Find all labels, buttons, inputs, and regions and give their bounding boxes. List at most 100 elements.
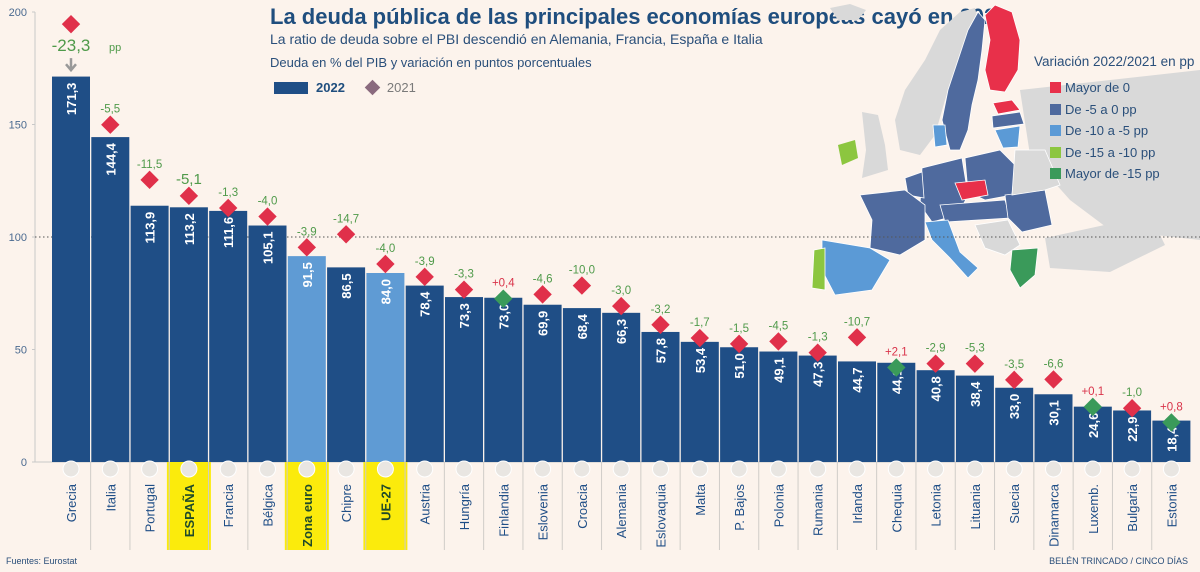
marker-2021 (965, 354, 985, 373)
bar-value-label: 22,9 (1125, 416, 1140, 441)
marker-2021 (572, 276, 592, 295)
map-denmark (932, 124, 948, 148)
map-italy (924, 219, 979, 279)
category-label: Eslovaquia (654, 483, 669, 547)
map-legend-label: De -15 a -10 pp (1065, 144, 1156, 160)
marker-2021 (847, 328, 867, 347)
change-label: -10,0 (569, 265, 595, 277)
marker-2021 (140, 170, 159, 190)
bar-2022 (327, 267, 366, 462)
change-label: -2,9 (926, 343, 946, 355)
change-label: -10,7 (844, 316, 870, 328)
change-label: -14,7 (333, 213, 359, 225)
bar-2022 (838, 361, 876, 462)
change-label: -1,3 (808, 332, 828, 344)
legend-label-2022: 2022 (316, 80, 345, 95)
category-label: Zona euro (300, 484, 315, 547)
marker-2021 (690, 328, 709, 348)
bar-value-label: 113,9 (143, 212, 158, 244)
category-label: Dinamarca (1047, 483, 1062, 547)
flag-icon (612, 460, 630, 478)
map-legend-swatch (1050, 82, 1061, 94)
marker-2021 (926, 354, 945, 373)
bar-value-label: 51,0 (732, 353, 747, 378)
bar-value-label: 78,4 (418, 291, 433, 317)
bar-2022 (209, 210, 248, 462)
map-ireland (838, 140, 858, 165)
bar-2022 (720, 347, 759, 462)
bar-2022 (523, 304, 562, 462)
bar-2022 (169, 207, 208, 462)
change-label: -5,1 (176, 171, 202, 188)
bar-value-label: 73,0 (496, 304, 511, 329)
marker-2021 (494, 289, 513, 308)
callout-change-label: -23,3 (52, 36, 91, 55)
series-legend: 2022 2021 (274, 79, 416, 96)
map-greece (1009, 247, 1039, 289)
markers-2021: -23,3 pp -5,5 -11,5 -5,1 -1,3 -4,0 -3,9 -14,7 -4,… (52, 14, 1183, 432)
change-label: -3,2 (651, 304, 671, 316)
map-legend-item: De -5 a 0 pp (1050, 99, 1194, 121)
flag-icon (691, 460, 709, 478)
marker-2021 (454, 280, 474, 299)
bar-value-label: 105,1 (261, 232, 276, 265)
legend-swatch-2022 (274, 81, 308, 94)
category-label: Chequia (889, 483, 904, 532)
flag-icon (376, 460, 394, 478)
marker-2021 (258, 207, 277, 226)
marker-2021 (729, 334, 749, 354)
bars-2022: 171,3 144,4 113,9 113,2 111,6 105,1 91,5 86,5 84… (52, 76, 1191, 462)
map-legend-swatch (1050, 125, 1061, 137)
marker-2021 (612, 296, 631, 316)
change-label: -3,9 (415, 256, 435, 268)
marker-2021 (376, 254, 395, 274)
bar-value-label: 113,2 (182, 213, 197, 245)
category-label: Estonia (1164, 483, 1179, 527)
category-label: Eslovenia (536, 483, 551, 540)
change-label: +0,8 (1160, 401, 1183, 413)
marker-2021 (769, 332, 788, 351)
flag-icon (1084, 460, 1102, 478)
marker-2021 (808, 343, 827, 362)
map-portugal (811, 247, 826, 291)
chart-units-note: Deuda en % del PIB y variación en puntos… (270, 55, 592, 70)
change-label: -6,6 (1044, 358, 1064, 370)
map-legend-label: De -10 a -5 pp (1065, 123, 1149, 139)
map-uk (862, 112, 888, 178)
legend-label-2021: 2021 (386, 80, 416, 95)
category-label: Finlandia (496, 483, 511, 537)
map-legend-label: Mayor de -15 pp (1065, 166, 1160, 182)
change-label: -1,7 (690, 317, 710, 329)
bar-2022 (287, 256, 326, 462)
map-iceland (830, 4, 866, 20)
bar-value-label: 47,3 (811, 362, 826, 387)
map-estonia (992, 99, 1021, 115)
bar-2022 (995, 387, 1034, 462)
category-label: Alemania (614, 483, 629, 538)
change-label: +0,4 (492, 278, 515, 290)
change-label: +0,1 (1081, 386, 1104, 398)
bar-2022 (445, 297, 483, 462)
change-label: -4,5 (768, 320, 788, 332)
bar-value-label: 30,1 (1047, 400, 1062, 425)
category-label: ESPAÑA (182, 483, 197, 537)
change-label: -3,0 (611, 285, 631, 297)
bar-value-label: 53,4 (693, 347, 708, 373)
category-label: Chipre (339, 484, 354, 522)
change-label: -5,5 (100, 104, 120, 116)
map-legend-label: Mayor de 0 (1065, 80, 1131, 96)
bar-2022 (916, 370, 955, 462)
flag-icon (848, 460, 866, 478)
map-sweden (941, 11, 986, 151)
marker-2021 (179, 186, 199, 206)
bar-value-label: 86,5 (339, 273, 354, 298)
map-finland (984, 4, 1021, 93)
bar-value-label: 68,4 (575, 313, 590, 339)
change-label: -4,0 (258, 196, 278, 208)
flag-icon (1005, 460, 1023, 478)
bar-value-label: 57,8 (654, 338, 669, 363)
bar-2022 (405, 285, 444, 462)
map-latvia (991, 111, 1025, 129)
category-label: Bélgica (261, 483, 276, 526)
